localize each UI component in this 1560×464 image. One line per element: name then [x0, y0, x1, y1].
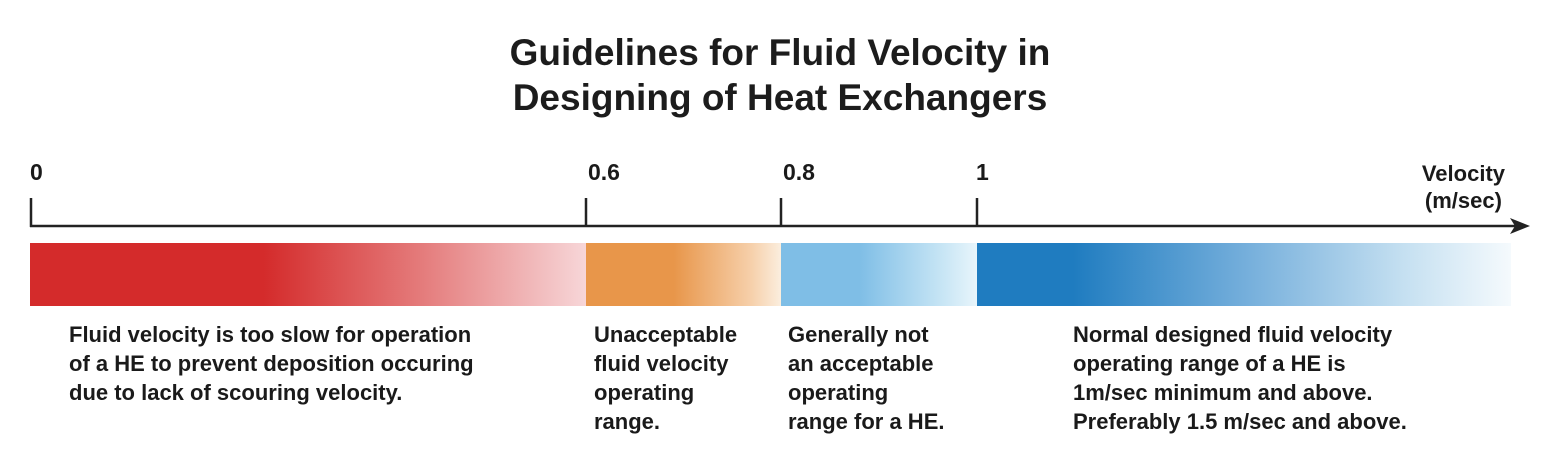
range-band-unacceptable: [586, 243, 781, 306]
velocity-axis: [29, 198, 1530, 234]
description-line: Normal designed fluid velocity: [1073, 322, 1393, 347]
range-band-generally-not-acceptable: [781, 243, 977, 306]
axis-arrowhead: [1510, 218, 1530, 234]
range-description-too-slow: Fluid velocity is too slow for operation…: [69, 320, 474, 407]
description-line: Generally not: [788, 322, 929, 347]
description-line: range for a HE.: [788, 409, 945, 434]
axis-unit-line-1: Velocity: [1421, 161, 1505, 186]
description-line: fluid velocity: [594, 351, 729, 376]
tick-label-0-8: 0.8: [783, 159, 815, 185]
diagram-title: Guidelines for Fluid Velocity in Designi…: [0, 30, 1560, 120]
tick-label-1: 1: [976, 159, 989, 185]
description-line: operating: [788, 380, 889, 405]
tick-label-0-6: 0.6: [588, 159, 620, 185]
description-line: range.: [594, 409, 661, 434]
description-line: Unacceptable: [594, 322, 738, 347]
range-description-unacceptable: Unacceptable fluid velocity operating ra…: [594, 320, 737, 436]
title-line-2: Designing of Heat Exchangers: [512, 77, 1048, 118]
axis-unit-line-2: (m/sec): [1424, 188, 1502, 213]
description-line: due to lack of scouring velocity.: [69, 380, 403, 405]
description-line: an acceptable: [788, 351, 934, 376]
description-line: operating: [594, 380, 695, 405]
title-line-1: Guidelines for Fluid Velocity in: [509, 32, 1051, 73]
tick-label-0: 0: [30, 159, 43, 185]
range-band-too-slow: [30, 243, 586, 306]
axis-unit-label: Velocity (m/sec): [1422, 160, 1505, 214]
description-line: 1m/sec minimum and above.: [1073, 380, 1373, 405]
description-line: Fluid velocity is too slow for operation: [69, 322, 472, 347]
description-line: operating range of a HE is: [1073, 351, 1346, 376]
range-band-normal: [977, 243, 1511, 306]
description-line: Preferably 1.5 m/sec and above.: [1073, 409, 1407, 434]
range-description-normal: Normal designed fluid velocity operating…: [1073, 320, 1407, 436]
description-line: of a HE to prevent deposition occuring: [69, 351, 474, 376]
range-description-generally-not-acceptable: Generally not an acceptable operating ra…: [788, 320, 944, 436]
